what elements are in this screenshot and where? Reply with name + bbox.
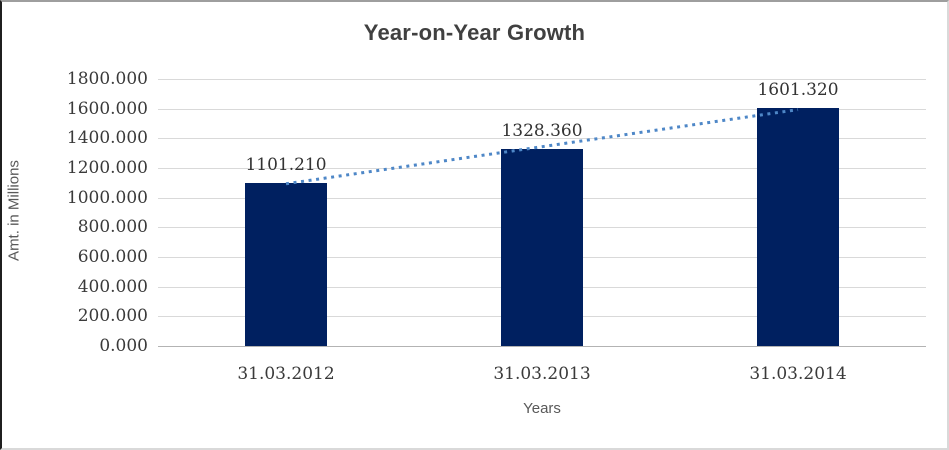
x-tick-label-31.03.2013: 31.03.2013 (493, 364, 591, 384)
y-axis-title: Amt. in Millions (5, 160, 23, 261)
y-tick-label: 600.000 (77, 247, 148, 267)
chart-title: Year-on-Year Growth (363, 20, 586, 45)
gridline-1800 (158, 79, 926, 80)
y-tick-label: 200.000 (77, 306, 148, 326)
bar-31.03.2013 (501, 149, 583, 346)
y-tick-label: 1600.000 (66, 99, 148, 119)
x-tick-label-31.03.2012: 31.03.2012 (237, 364, 335, 384)
y-tick-label: 1400.000 (66, 128, 148, 148)
bar-31.03.2014 (757, 108, 839, 346)
y-tick-label: 1200.000 (66, 158, 148, 178)
y-tick-label: 0.000 (99, 336, 148, 356)
x-axis-title: Years (523, 400, 561, 417)
data-label-31.03.2013: 1328.360 (501, 121, 583, 141)
data-label-31.03.2012: 1101.210 (245, 155, 327, 175)
y-tick-label: 800.000 (77, 217, 148, 237)
y-tick-label: 1000.000 (66, 188, 148, 208)
y-tick-label: 400.000 (77, 277, 148, 297)
gridline-0 (158, 346, 926, 347)
x-tick-label-31.03.2014: 31.03.2014 (749, 364, 847, 384)
y-tick-label: 1800.000 (66, 69, 148, 89)
bar-31.03.2012 (245, 183, 327, 346)
data-label-31.03.2014: 1601.320 (757, 80, 839, 100)
